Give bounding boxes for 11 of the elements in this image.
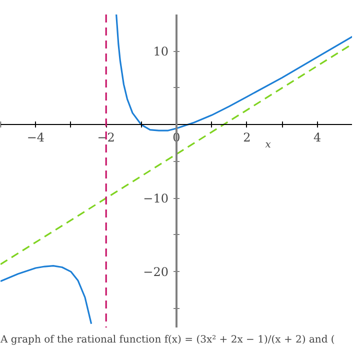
x-tick-label: 4 — [313, 130, 322, 145]
y-tick-label: 10 — [153, 44, 169, 59]
line-series — [116, 14, 352, 132]
y-tick-label: −20 — [143, 265, 169, 280]
text: A graph of the rational function f(x) = (3x² + 2x − 1)/(x + 2) and ( — [0, 334, 335, 346]
x-axis-title: x — [265, 140, 272, 151]
line-series — [0, 264, 92, 325]
y-tick-label: −10 — [143, 192, 169, 206]
x-tick-label: −2 — [97, 130, 115, 145]
x-tick-label: −4 — [26, 130, 45, 145]
x-tick-label: 2 — [243, 130, 251, 145]
